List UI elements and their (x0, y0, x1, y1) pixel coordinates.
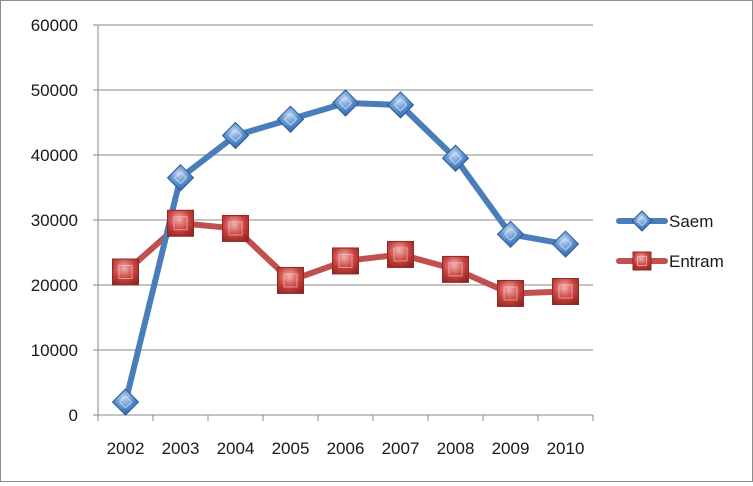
data-point-entram (167, 209, 194, 237)
data-point-entram (222, 214, 249, 242)
y-tick-label: 30000 (31, 211, 78, 230)
data-point-saem (331, 89, 360, 117)
y-tick-label: 50000 (31, 81, 78, 100)
legend-marker-saem (631, 210, 653, 232)
y-tick-label: 60000 (31, 16, 78, 35)
x-tick-label: 2006 (327, 439, 365, 458)
data-point-saem (221, 121, 250, 150)
legend: Saem Entram (616, 210, 724, 271)
x-tick-label: 2005 (272, 439, 310, 458)
x-tick-label: 2002 (107, 439, 145, 458)
x-tick-label: 2010 (547, 439, 585, 458)
data-point-saem (276, 105, 305, 133)
y-tick-label: 40000 (31, 146, 78, 165)
data-point-saem (441, 144, 470, 172)
data-point-entram (112, 258, 139, 286)
data-point-entram (552, 278, 579, 305)
x-tick-label: 2007 (382, 439, 420, 458)
data-point-saem (111, 388, 140, 416)
legend-label-entram: Entram (669, 252, 724, 271)
x-tick-label: 2008 (437, 439, 475, 458)
data-point-entram (442, 255, 469, 283)
x-tick-label: 2003 (162, 439, 200, 458)
y-tick-label: 10000 (31, 341, 78, 360)
legend-marker-entram (632, 251, 652, 271)
y-tick-label: 0 (69, 406, 78, 425)
data-point-saem (551, 230, 580, 258)
x-tick-label: 2009 (492, 439, 530, 458)
data-point-entram (332, 247, 359, 275)
data-point-saem (386, 91, 415, 119)
data-point-entram (387, 240, 414, 268)
axes: 0 10000 20000 30000 40000 50000 60000 2002 2003 2… (31, 16, 594, 458)
y-tick-label: 20000 (31, 276, 78, 295)
data-point-saem (166, 164, 195, 192)
data-point-entram (497, 279, 524, 307)
series-layer (111, 89, 580, 416)
legend-label-saem: Saem (669, 212, 713, 231)
data-point-saem (496, 220, 525, 249)
x-tick-label: 2004 (217, 439, 255, 458)
data-point-entram (277, 266, 304, 294)
